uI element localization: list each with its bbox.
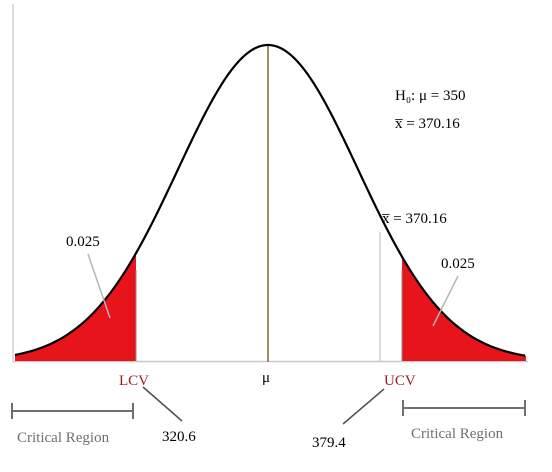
- left-critical-region-bracket: [11, 403, 134, 419]
- bell-curve: [14, 43, 526, 357]
- ucv-value-leader: [342, 388, 385, 425]
- right-critical-tail: [402, 256, 526, 361]
- mu-label: μ: [262, 370, 270, 386]
- ucv-value: 379.4: [312, 435, 346, 451]
- xbar-curve-label: x̅ = 370.16: [382, 211, 447, 227]
- h0-label: H₀: μ = 350: [395, 88, 465, 104]
- lcv-label: LCV: [119, 373, 149, 389]
- left-tail-area-label: 0.025: [66, 234, 100, 250]
- xbar-value-label: x̅ = 370.16: [395, 116, 460, 132]
- left-critical-region-label: Critical Region: [17, 430, 110, 446]
- left-tail-leader: [87, 253, 111, 319]
- right-critical-region-label: Critical Region: [411, 426, 504, 442]
- ucv-label: UCV: [384, 373, 416, 389]
- right-critical-region-bracket: [402, 400, 526, 416]
- lcv-value-leader: [142, 386, 183, 422]
- left-critical-tail: [15, 253, 136, 361]
- right-tail-area-label: 0.025: [441, 256, 475, 272]
- lcv-value: 320.6: [162, 429, 196, 445]
- right-tail-leader: [432, 275, 459, 327]
